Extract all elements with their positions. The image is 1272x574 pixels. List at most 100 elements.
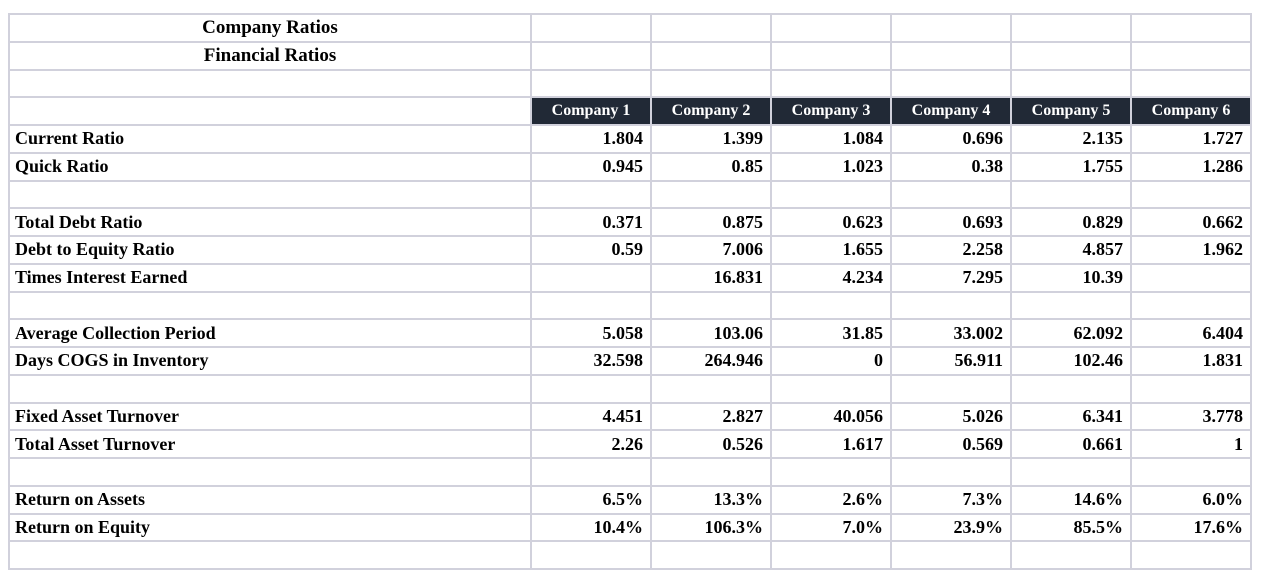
value-cell[interactable]: 23.9% xyxy=(890,512,1012,543)
row-label-cell[interactable]: Quick Ratio xyxy=(8,151,532,182)
value-cell[interactable]: 0.696 xyxy=(890,124,1012,154)
table-title-cell[interactable]: Financial Ratios xyxy=(8,40,532,71)
empty-cell[interactable] xyxy=(1130,40,1252,71)
empty-cell[interactable] xyxy=(8,373,532,404)
empty-cell[interactable] xyxy=(770,13,892,43)
value-cell[interactable]: 0.661 xyxy=(1010,429,1132,459)
value-cell[interactable]: 40.056 xyxy=(770,401,892,432)
value-cell[interactable]: 1.804 xyxy=(530,124,652,154)
empty-cell[interactable] xyxy=(530,179,652,210)
value-cell[interactable]: 10.4% xyxy=(530,512,652,543)
value-cell[interactable]: 0 xyxy=(770,346,892,376)
value-cell[interactable]: 56.911 xyxy=(890,346,1012,376)
empty-cell[interactable] xyxy=(530,373,652,404)
value-cell[interactable]: 33.002 xyxy=(890,318,1012,348)
empty-cell[interactable] xyxy=(1010,179,1132,210)
empty-cell[interactable] xyxy=(1130,13,1252,43)
column-header[interactable]: Company 4 xyxy=(890,96,1012,126)
empty-cell[interactable] xyxy=(650,457,772,487)
value-cell[interactable]: 31.85 xyxy=(770,318,892,348)
empty-cell[interactable] xyxy=(890,40,1012,71)
value-cell[interactable]: 5.058 xyxy=(530,318,652,348)
value-cell[interactable]: 0.623 xyxy=(770,207,892,237)
value-cell[interactable]: 1.831 xyxy=(1130,346,1252,376)
value-cell[interactable]: 103.06 xyxy=(650,318,772,348)
row-label-cell[interactable]: Total Debt Ratio xyxy=(8,207,532,237)
value-cell[interactable]: 85.5% xyxy=(1010,512,1132,543)
table-title-cell[interactable]: Company Ratios xyxy=(8,13,532,43)
empty-cell[interactable] xyxy=(8,290,532,321)
value-cell[interactable]: 7.006 xyxy=(650,235,772,265)
value-cell[interactable]: 1.755 xyxy=(1010,151,1132,182)
value-cell[interactable]: 0.371 xyxy=(530,207,652,237)
row-label-cell[interactable]: Return on Assets xyxy=(8,484,532,515)
empty-cell[interactable] xyxy=(650,13,772,43)
value-cell[interactable]: 16.831 xyxy=(650,262,772,293)
value-cell[interactable]: 5.026 xyxy=(890,401,1012,432)
value-cell[interactable]: 102.46 xyxy=(1010,346,1132,376)
value-cell[interactable]: 2.258 xyxy=(890,235,1012,265)
empty-cell[interactable] xyxy=(1130,540,1252,570)
empty-cell[interactable] xyxy=(1010,68,1132,99)
value-cell[interactable]: 264.946 xyxy=(650,346,772,376)
value-cell[interactable]: 2.6% xyxy=(770,484,892,515)
value-cell[interactable]: 2.827 xyxy=(650,401,772,432)
column-header[interactable]: Company 3 xyxy=(770,96,892,126)
value-cell[interactable]: 1.727 xyxy=(1130,124,1252,154)
value-cell[interactable]: 14.6% xyxy=(1010,484,1132,515)
empty-cell[interactable] xyxy=(1010,373,1132,404)
value-cell[interactable] xyxy=(530,262,652,293)
value-cell[interactable]: 10.39 xyxy=(1010,262,1132,293)
row-label-cell[interactable]: Total Asset Turnover xyxy=(8,429,532,459)
value-cell[interactable]: 0.662 xyxy=(1130,207,1252,237)
empty-cell[interactable] xyxy=(1010,540,1132,570)
row-label-cell[interactable]: Return on Equity xyxy=(8,512,532,543)
empty-cell[interactable] xyxy=(8,68,532,99)
empty-cell[interactable] xyxy=(890,540,1012,570)
value-cell[interactable] xyxy=(1130,262,1252,293)
column-header[interactable]: Company 2 xyxy=(650,96,772,126)
empty-cell[interactable] xyxy=(1010,13,1132,43)
empty-cell[interactable] xyxy=(770,290,892,321)
value-cell[interactable]: 7.295 xyxy=(890,262,1012,293)
value-cell[interactable]: 1.962 xyxy=(1130,235,1252,265)
value-cell[interactable]: 6.0% xyxy=(1130,484,1252,515)
empty-cell[interactable] xyxy=(770,457,892,487)
empty-cell[interactable] xyxy=(530,457,652,487)
empty-cell[interactable] xyxy=(650,40,772,71)
value-cell[interactable]: 0.875 xyxy=(650,207,772,237)
row-label-cell[interactable]: Average Collection Period xyxy=(8,318,532,348)
value-cell[interactable]: 0.59 xyxy=(530,235,652,265)
empty-cell[interactable] xyxy=(1130,290,1252,321)
empty-cell[interactable] xyxy=(650,290,772,321)
value-cell[interactable]: 106.3% xyxy=(650,512,772,543)
value-cell[interactable]: 0.945 xyxy=(530,151,652,182)
value-cell[interactable]: 1.084 xyxy=(770,124,892,154)
empty-cell[interactable] xyxy=(8,540,532,570)
empty-cell[interactable] xyxy=(530,40,652,71)
value-cell[interactable]: 0.526 xyxy=(650,429,772,459)
empty-cell[interactable] xyxy=(8,457,532,487)
empty-cell[interactable] xyxy=(890,179,1012,210)
empty-cell[interactable] xyxy=(1010,290,1132,321)
value-cell[interactable]: 62.092 xyxy=(1010,318,1132,348)
empty-cell[interactable] xyxy=(770,40,892,71)
empty-cell[interactable] xyxy=(770,540,892,570)
empty-cell[interactable] xyxy=(890,457,1012,487)
column-header[interactable]: Company 6 xyxy=(1130,96,1252,126)
value-cell[interactable]: 6.5% xyxy=(530,484,652,515)
value-cell[interactable]: 1.655 xyxy=(770,235,892,265)
value-cell[interactable]: 3.778 xyxy=(1130,401,1252,432)
empty-cell[interactable] xyxy=(530,13,652,43)
value-cell[interactable]: 17.6% xyxy=(1130,512,1252,543)
empty-cell[interactable] xyxy=(890,373,1012,404)
value-cell[interactable]: 4.234 xyxy=(770,262,892,293)
row-label-cell[interactable]: Days COGS in Inventory xyxy=(8,346,532,376)
value-cell[interactable]: 2.135 xyxy=(1010,124,1132,154)
value-cell[interactable]: 1.399 xyxy=(650,124,772,154)
row-label-cell[interactable]: Debt to Equity Ratio xyxy=(8,235,532,265)
value-cell[interactable]: 1.286 xyxy=(1130,151,1252,182)
empty-cell[interactable] xyxy=(650,68,772,99)
empty-cell[interactable] xyxy=(650,540,772,570)
empty-cell[interactable] xyxy=(890,290,1012,321)
